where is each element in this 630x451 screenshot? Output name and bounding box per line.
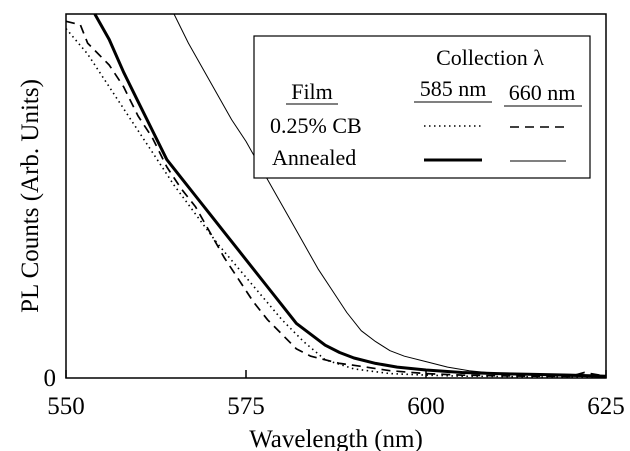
axis-ticks: 550 575 600 625 0 bbox=[44, 365, 625, 420]
legend-col-header-660: 660 nm bbox=[509, 80, 576, 105]
x-axis-label: Wavelength (nm) bbox=[249, 426, 423, 451]
legend-col-header-585: 585 nm bbox=[420, 76, 487, 101]
legend-row-annealed: Annealed bbox=[272, 145, 356, 170]
plot-frame bbox=[65, 13, 607, 379]
series-layer bbox=[65, 13, 607, 379]
legend-title: Collection λ bbox=[436, 45, 544, 70]
legend-row-header: Film bbox=[291, 79, 333, 104]
x-tick-label: 625 bbox=[587, 393, 625, 420]
legend-row-cb: 0.25% CB bbox=[270, 113, 362, 138]
y-tick-label: 0 bbox=[44, 365, 57, 392]
x-tick-label: 600 bbox=[407, 393, 445, 420]
series-line-solid-thick bbox=[93, 13, 607, 378]
y-axis-label: PL Counts (Arb. Units) bbox=[17, 79, 44, 313]
x-tick-label: 550 bbox=[47, 393, 85, 420]
legend: Collection λ Film 585 nm 660 nm 0.25% CB… bbox=[253, 35, 591, 179]
x-tick-label: 575 bbox=[227, 393, 265, 420]
series-line-solid-thin bbox=[173, 13, 607, 378]
legend-box bbox=[253, 35, 591, 179]
